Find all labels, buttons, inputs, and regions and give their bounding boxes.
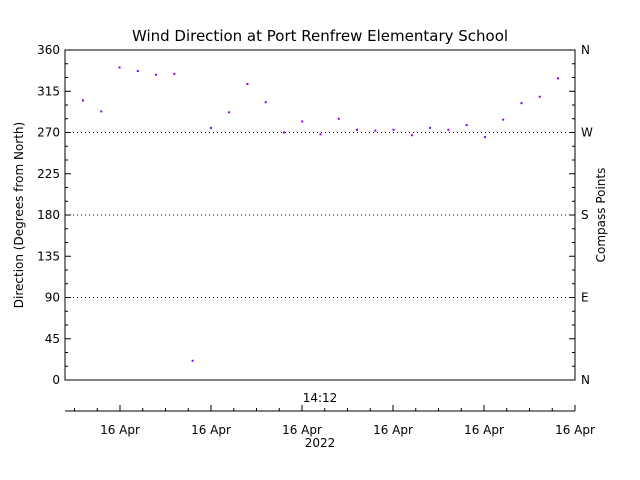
- data-point: [82, 99, 84, 102]
- data-point: [301, 120, 304, 123]
- x-tick-label: 16 Apr: [373, 423, 413, 437]
- data-point: [447, 128, 450, 131]
- data-point: [483, 136, 486, 139]
- compass-label: S: [581, 208, 589, 222]
- data-point: [173, 72, 176, 75]
- data-point: [502, 118, 505, 121]
- y-tick-label: 135: [37, 249, 60, 263]
- x-year-label: 2022: [305, 436, 336, 450]
- data-point: [155, 73, 158, 76]
- x-tick-label: 16 Apr: [464, 423, 504, 437]
- compass-label: W: [581, 126, 593, 140]
- x-tick-label: 16 Apr: [282, 423, 322, 437]
- gridlines: [65, 132, 575, 298]
- y-tick-label: 0: [52, 373, 60, 387]
- y-tick-label: 315: [37, 84, 60, 98]
- axes: 0 45 90 135 180 225 270 315 360 N E S W N 16 Apr 16 Apr…: [37, 43, 595, 437]
- chart-title: Wind Direction at Port Renfrew Elementar…: [132, 27, 508, 45]
- data-point: [118, 66, 121, 69]
- y-axis-label-right: Compass Points: [594, 168, 608, 263]
- data-point: [465, 124, 468, 127]
- data-point: [337, 117, 340, 120]
- y-tick-label: 270: [37, 126, 60, 140]
- x-tick-label: 16 Apr: [191, 423, 231, 437]
- data-point: [392, 128, 395, 131]
- y-tick-label: 45: [45, 332, 60, 346]
- data-point: [520, 102, 523, 105]
- y-tick-label: 360: [37, 43, 60, 57]
- x-tick-label: 16 Apr: [555, 423, 595, 437]
- data-points: [82, 66, 559, 362]
- data-point: [282, 131, 285, 134]
- data-point: [100, 110, 103, 113]
- data-point: [557, 77, 559, 80]
- y-axis-label: Direction (Degrees from North): [12, 122, 26, 308]
- data-point: [264, 101, 267, 104]
- data-point: [410, 134, 413, 137]
- compass-label: N: [581, 373, 590, 387]
- data-point: [356, 128, 359, 131]
- data-point: [246, 82, 249, 85]
- data-point: [228, 111, 231, 114]
- data-point: [374, 129, 377, 132]
- y-tick-label: 90: [45, 291, 60, 305]
- data-point: [319, 133, 322, 136]
- x-tick-label: 16 Apr: [100, 423, 140, 437]
- time-label: 14:12: [303, 391, 338, 405]
- data-point: [429, 126, 432, 129]
- compass-label: E: [581, 291, 589, 305]
- data-point: [538, 95, 541, 98]
- data-point: [209, 126, 212, 129]
- y-tick-label: 180: [37, 208, 60, 222]
- data-point: [136, 70, 139, 73]
- y-tick-label: 225: [37, 167, 60, 181]
- compass-label: N: [581, 43, 590, 57]
- data-point: [191, 359, 194, 362]
